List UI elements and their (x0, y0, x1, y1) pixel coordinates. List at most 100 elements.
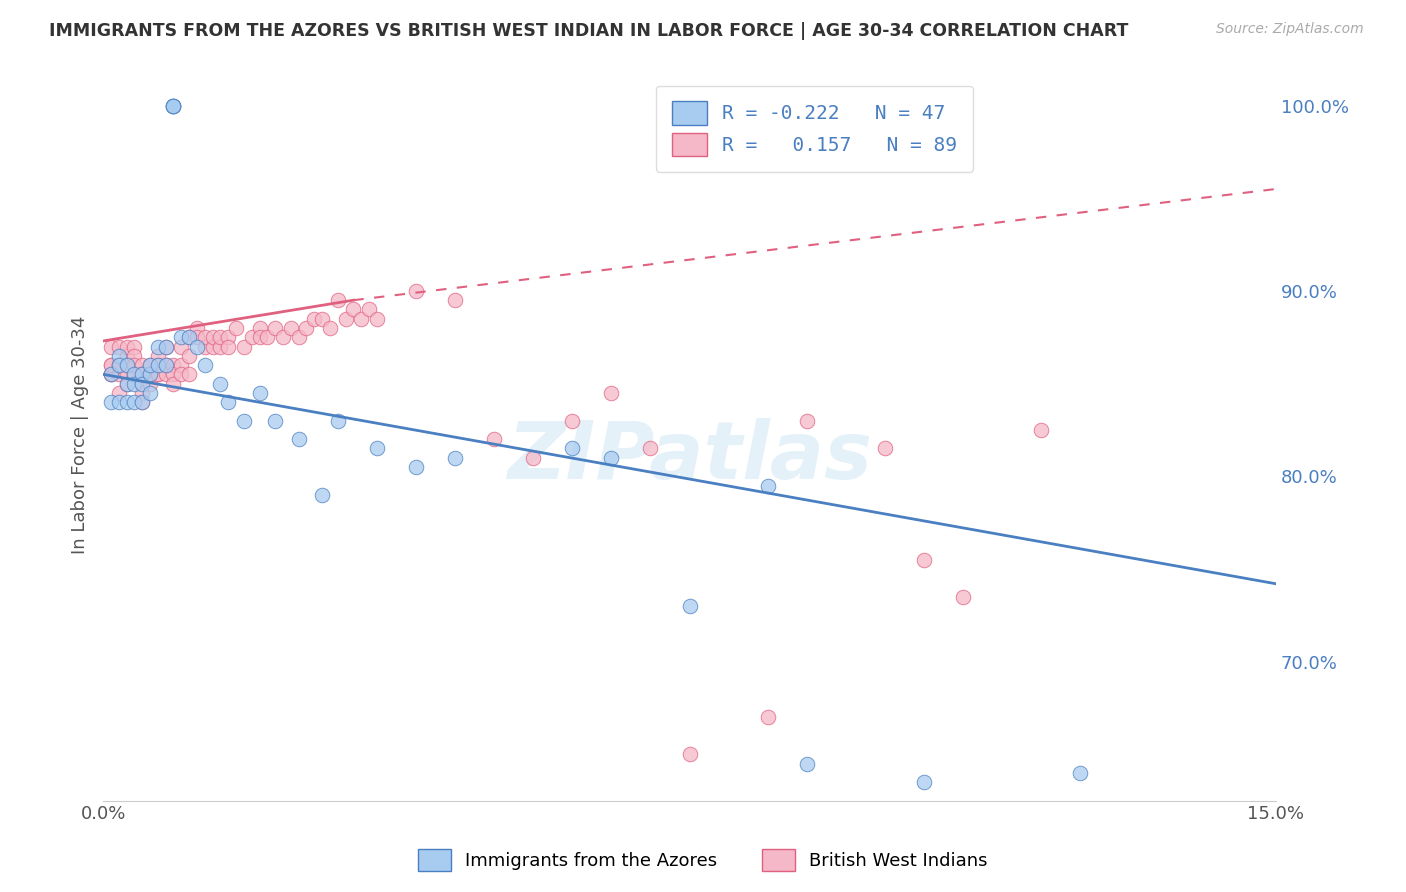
Point (162, 98, 184, 112)
Point (405, 460, 427, 475)
Point (256, 330, 278, 344)
Point (131, 368, 153, 382)
Point (796, 756, 818, 771)
Point (678, 599, 700, 613)
Point (342, 302, 364, 317)
Point (280, 321, 302, 335)
Point (162, 376, 184, 391)
Point (482, 432, 505, 446)
Point (326, 293, 349, 308)
Point (146, 368, 169, 382)
Point (326, 414, 349, 428)
Point (319, 321, 342, 335)
Point (170, 330, 193, 344)
Point (124, 368, 146, 382)
Point (225, 321, 247, 335)
Point (264, 414, 287, 428)
Point (756, 478, 779, 492)
Point (179, 330, 201, 344)
Point (131, 395, 153, 409)
Point (100, 358, 122, 372)
Point (107, 385, 129, 400)
Point (115, 395, 138, 409)
Point (522, 450, 544, 465)
Point (115, 339, 138, 353)
Text: ZIPatlas: ZIPatlas (508, 417, 872, 496)
Point (232, 339, 254, 353)
Point (194, 358, 217, 372)
Point (124, 376, 146, 391)
Point (444, 450, 467, 465)
Point (131, 395, 153, 409)
Point (139, 385, 162, 400)
Point (217, 395, 239, 409)
Point (115, 376, 138, 391)
Point (170, 358, 193, 372)
Point (162, 368, 184, 382)
Point (179, 368, 201, 382)
Point (146, 358, 169, 372)
Point (124, 368, 146, 382)
Point (600, 385, 623, 400)
Point (287, 432, 309, 446)
Point (201, 330, 224, 344)
Point (357, 302, 380, 317)
Point (302, 311, 325, 326)
Point (124, 349, 146, 363)
Text: Source: ZipAtlas.com: Source: ZipAtlas.com (1216, 22, 1364, 37)
Legend: Immigrants from the Azores, British West Indians: Immigrants from the Azores, British West… (411, 842, 995, 879)
Point (139, 368, 162, 382)
Point (796, 414, 818, 428)
Point (146, 349, 169, 363)
Point (100, 368, 122, 382)
Point (179, 349, 201, 363)
Point (107, 358, 129, 372)
Point (217, 339, 239, 353)
Point (162, 98, 184, 112)
Point (194, 330, 217, 344)
Point (107, 339, 129, 353)
Point (873, 442, 896, 456)
Point (209, 339, 232, 353)
Point (155, 368, 177, 382)
Point (249, 385, 271, 400)
Point (311, 311, 333, 326)
Point (912, 552, 935, 566)
Point (131, 368, 153, 382)
Point (155, 358, 177, 372)
Point (124, 395, 146, 409)
Point (561, 442, 583, 456)
Point (311, 488, 333, 502)
Point (162, 358, 184, 372)
Point (107, 358, 129, 372)
Point (115, 376, 138, 391)
Point (124, 339, 146, 353)
Point (1069, 765, 1091, 780)
Point (561, 414, 583, 428)
Point (912, 775, 935, 789)
Point (155, 339, 177, 353)
Point (162, 98, 184, 112)
Point (1031, 423, 1053, 437)
Point (952, 590, 974, 604)
Text: IMMIGRANTS FROM THE AZORES VS BRITISH WEST INDIAN IN LABOR FORCE | AGE 30-34 COR: IMMIGRANTS FROM THE AZORES VS BRITISH WE… (49, 22, 1129, 40)
Point (146, 368, 169, 382)
Point (139, 358, 162, 372)
Point (139, 368, 162, 382)
Point (179, 330, 201, 344)
Point (335, 311, 357, 326)
Point (232, 414, 254, 428)
Point (162, 98, 184, 112)
Point (444, 293, 467, 308)
Point (100, 395, 122, 409)
Point (295, 321, 318, 335)
Point (115, 349, 138, 363)
Point (155, 339, 177, 353)
Point (640, 442, 662, 456)
Point (217, 330, 239, 344)
Point (124, 358, 146, 372)
Point (366, 442, 388, 456)
Point (194, 339, 217, 353)
Point (600, 450, 623, 465)
Point (271, 330, 294, 344)
